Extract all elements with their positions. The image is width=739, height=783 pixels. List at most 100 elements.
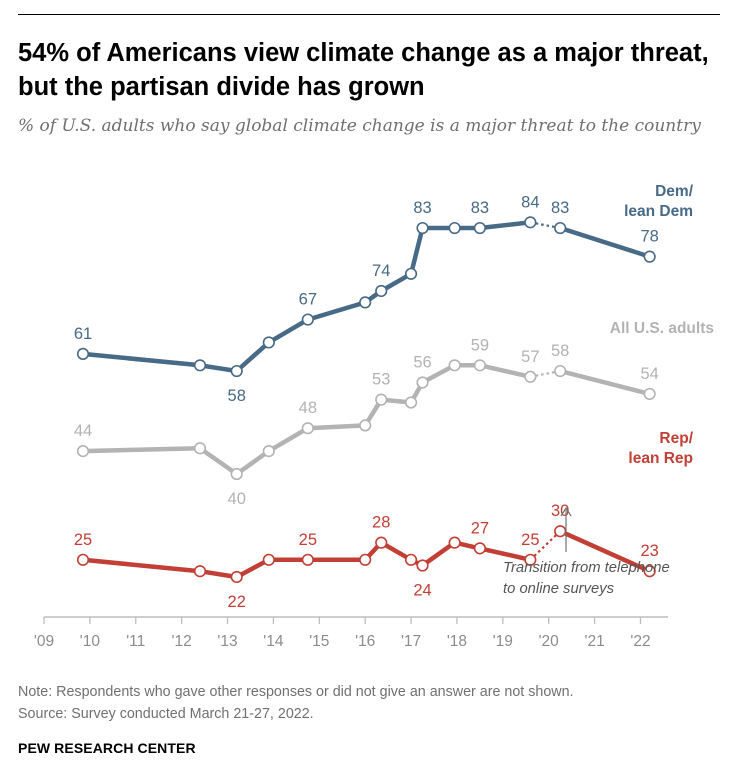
data-label: 27 <box>471 519 489 537</box>
data-label: 58 <box>551 342 569 360</box>
data-label: 30 <box>551 502 569 520</box>
transition-dotted-line <box>529 530 561 561</box>
data-point <box>643 250 656 263</box>
data-point <box>416 221 429 235</box>
data-label: 58 <box>228 387 246 405</box>
data-label: 40 <box>228 490 246 508</box>
chart-notes: Note: Respondents who gave other respons… <box>18 681 574 725</box>
data-label: 23 <box>640 542 658 560</box>
x-tick-label: '09 <box>34 633 54 650</box>
data-point <box>473 359 486 372</box>
data-point <box>554 221 567 235</box>
series-line-all <box>80 363 533 477</box>
data-point <box>193 565 207 578</box>
data-point <box>404 267 418 280</box>
data-point <box>359 296 372 309</box>
x-tick-label: '22 <box>630 633 650 650</box>
data-point <box>524 553 537 566</box>
series-name-dem: lean Dem <box>624 203 693 220</box>
data-point <box>76 347 90 360</box>
series-name-rep: Rep/ <box>659 430 693 447</box>
x-tick-label: '21 <box>584 633 604 650</box>
series-name-rep: lean Rep <box>628 450 693 467</box>
data-label: 25 <box>299 531 317 549</box>
data-point <box>359 553 372 566</box>
source-text: Source: Survey conducted March 21-27, 20… <box>18 706 314 722</box>
data-point <box>554 525 567 538</box>
data-point <box>262 445 275 458</box>
data-point <box>554 364 567 378</box>
data-point <box>643 387 656 401</box>
data-point <box>473 542 486 555</box>
data-point <box>301 422 314 435</box>
x-tick-label: '11 <box>126 633 145 650</box>
data-label: 57 <box>521 348 539 366</box>
note-text: Note: Respondents who gave other respons… <box>18 684 574 700</box>
data-point <box>524 370 537 383</box>
data-point <box>448 536 461 549</box>
data-point <box>404 553 418 566</box>
data-point <box>375 284 388 298</box>
top-rule <box>18 14 720 15</box>
data-point <box>524 216 537 229</box>
data-label: 61 <box>74 325 92 343</box>
x-tick-label: '12 <box>172 633 192 650</box>
x-tick-label: '16 <box>355 633 375 650</box>
annotation-text: Transition from telephone <box>503 560 670 576</box>
series-name-dem: Dem/ <box>655 183 694 200</box>
data-point <box>375 393 388 406</box>
data-point <box>375 536 388 549</box>
data-label: 56 <box>413 353 431 371</box>
x-tick-label: '10 <box>80 633 101 650</box>
x-tick-label: '17 <box>401 633 421 650</box>
series-line-all <box>557 368 652 397</box>
data-label: 83 <box>551 199 569 217</box>
data-point <box>301 313 314 326</box>
data-label: 53 <box>372 371 390 389</box>
data-point <box>230 364 243 378</box>
data-label: 78 <box>640 228 658 246</box>
data-label: 44 <box>74 422 92 440</box>
data-point <box>76 553 90 566</box>
data-point <box>359 419 372 432</box>
data-label: 83 <box>413 199 431 217</box>
data-point <box>262 336 275 349</box>
data-point <box>473 221 486 235</box>
x-tick-label: '14 <box>263 633 284 650</box>
data-point <box>404 396 418 409</box>
annotation-text: to online surveys <box>503 581 615 597</box>
data-point <box>448 221 461 235</box>
data-point <box>262 553 275 566</box>
data-label: 25 <box>74 531 92 549</box>
data-point <box>230 467 243 481</box>
data-label: 25 <box>521 531 539 549</box>
data-point <box>193 359 207 372</box>
x-tick-label: '18 <box>447 633 467 650</box>
x-tick-label: '13 <box>217 633 237 650</box>
data-point <box>301 553 314 566</box>
series-name-all: All U.S. adults <box>610 320 714 337</box>
series-line-dem <box>557 225 652 259</box>
data-point <box>416 376 429 389</box>
data-label: 22 <box>228 593 246 611</box>
data-label: 24 <box>413 582 431 600</box>
x-tick-label: '19 <box>493 633 513 650</box>
line-chart: '09 '10 '11 '12 '13 '14 '15 '16 '17 '18 '19 '20 '21 '… <box>34 183 714 650</box>
chart-title: 54% of Americans view climate change as … <box>18 39 709 101</box>
data-label: 54 <box>640 365 658 383</box>
data-point <box>643 565 656 578</box>
chart-subtitle: % of U.S. adults who say global climate … <box>18 116 701 136</box>
data-point <box>448 359 461 372</box>
x-tick-label: '20 <box>539 633 560 650</box>
data-label: 67 <box>299 291 317 309</box>
data-point <box>193 442 207 455</box>
data-point <box>416 559 429 572</box>
data-label: 59 <box>471 336 489 354</box>
series-line-rep <box>557 528 652 574</box>
data-label: 74 <box>372 262 390 280</box>
data-label: 28 <box>372 514 390 532</box>
brand-name: PEW RESEARCH CENTER <box>18 740 196 756</box>
data-point <box>230 570 243 584</box>
data-label: 48 <box>299 399 317 417</box>
data-label: 84 <box>521 193 539 211</box>
